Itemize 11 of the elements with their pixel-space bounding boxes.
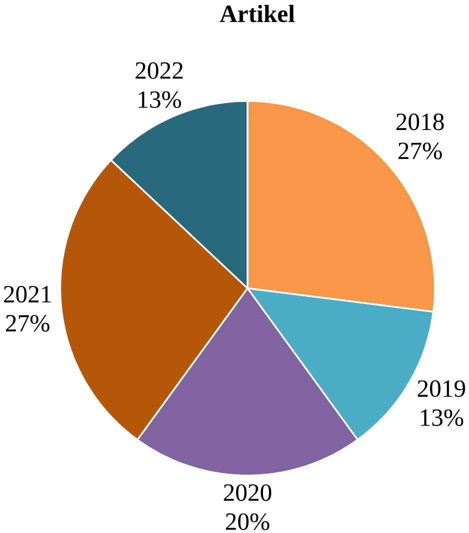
data-label: 13% [138,91,182,108]
slice-label: 2019 [418,380,466,397]
data-label: 13% [420,409,464,426]
slice-label: 2020 [224,484,272,501]
slice-label: 2018 [396,114,444,130]
data-label: 27% [398,142,442,160]
chart-title: Artikel [220,4,295,22]
data-label: 20% [226,513,270,530]
data-label: 27% [6,314,50,332]
slice-label: 2021 [4,286,51,303]
slice-label: 2022 [136,62,183,79]
